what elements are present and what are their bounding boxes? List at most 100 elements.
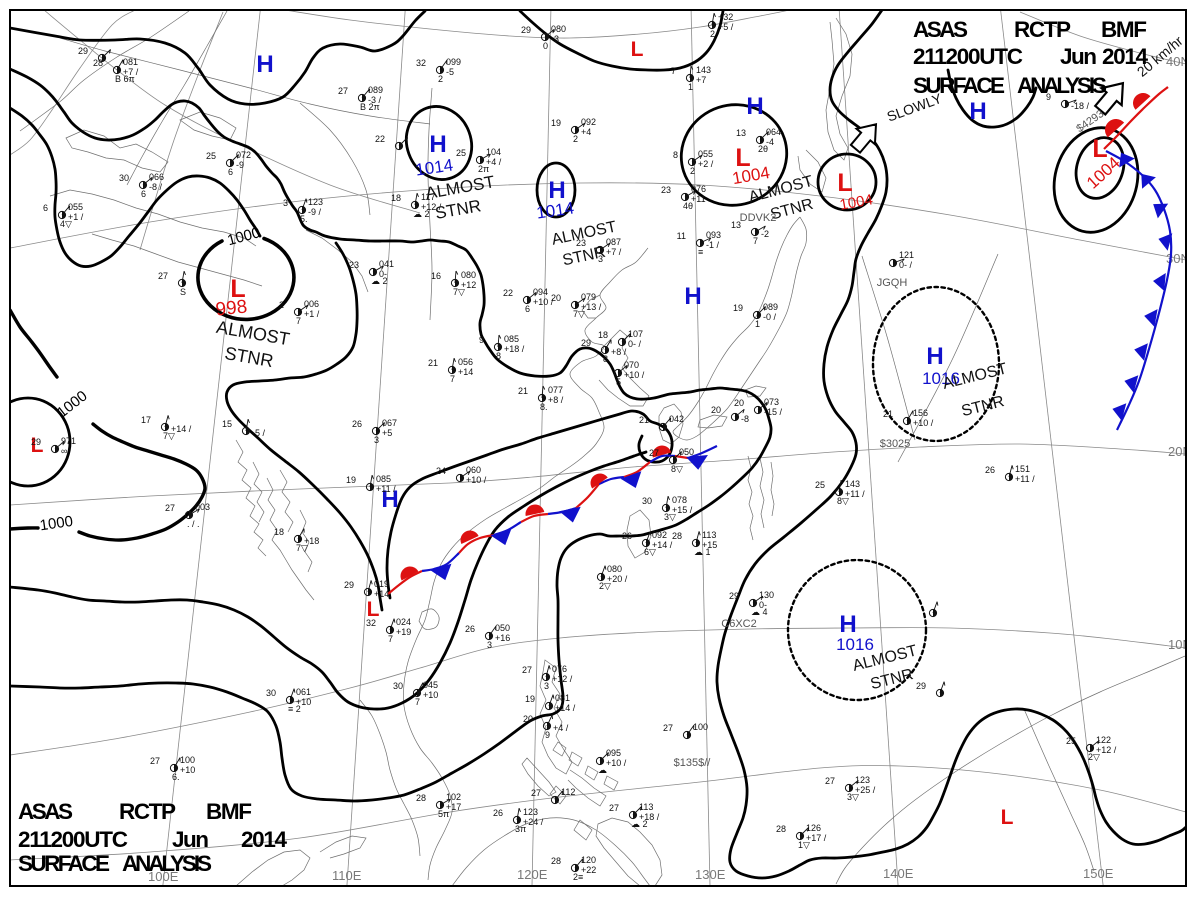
svg-text:089: 089 (763, 302, 778, 312)
svg-text:27: 27 (825, 776, 835, 786)
svg-text:H: H (684, 283, 701, 310)
svg-text:3▽: 3▽ (847, 792, 859, 802)
svg-text:30: 30 (266, 688, 276, 698)
svg-text:073: 073 (764, 397, 779, 407)
svg-text:3: 3 (283, 198, 288, 208)
svg-text:DDVK2: DDVK2 (740, 212, 777, 224)
svg-text:143: 143 (845, 479, 860, 489)
svg-text:2014: 2014 (1102, 44, 1148, 69)
svg-text:19: 19 (346, 475, 356, 485)
svg-text:13: 13 (731, 220, 741, 230)
svg-text:064: 064 (766, 127, 781, 137)
svg-text:19: 19 (525, 694, 535, 704)
svg-text:019: 019 (374, 579, 389, 589)
svg-text:26: 26 (493, 808, 503, 818)
svg-text:050: 050 (495, 623, 510, 633)
svg-text:H: H (256, 51, 273, 78)
svg-text:211200UTC: 211200UTC (18, 827, 128, 852)
svg-text:3: 3 (598, 254, 603, 264)
svg-text:26: 26 (352, 419, 362, 429)
svg-text:3π: 3π (515, 824, 526, 834)
svg-text:100: 100 (693, 722, 708, 732)
svg-text:7: 7 (296, 316, 301, 326)
svg-text:1: 1 (688, 82, 693, 92)
svg-text:080: 080 (551, 24, 566, 34)
svg-text:ANALYSIS: ANALYSIS (122, 851, 212, 876)
svg-text:RCTP: RCTP (119, 799, 176, 824)
svg-text:089: 089 (368, 85, 383, 95)
svg-text:7: 7 (671, 66, 676, 76)
svg-text:072: 072 (236, 150, 251, 160)
svg-text:+11 /: +11 / (376, 484, 396, 494)
svg-text:+12 /: +12 / (552, 674, 573, 684)
svg-text:6: 6 (525, 304, 530, 314)
svg-text:21: 21 (518, 386, 528, 396)
svg-text:123: 123 (523, 807, 538, 817)
svg-text:18: 18 (598, 330, 608, 340)
svg-text:156: 156 (913, 408, 928, 418)
svg-text:060: 060 (466, 465, 481, 475)
svg-text:9: 9 (479, 335, 484, 345)
svg-text:7: 7 (388, 634, 393, 644)
svg-text:120: 120 (581, 855, 596, 865)
svg-text:8: 8 (496, 351, 501, 361)
svg-text:+8 /: +8 / (548, 395, 564, 405)
svg-text:6: 6 (228, 167, 233, 177)
svg-text:+10 /: +10 / (606, 758, 627, 768)
svg-text:25: 25 (815, 480, 825, 490)
svg-text:107: 107 (628, 329, 643, 339)
svg-text:RCTP: RCTP (1014, 17, 1071, 42)
svg-text:151: 151 (1015, 464, 1030, 474)
svg-text:+10: +10 (180, 765, 195, 775)
svg-text:. / .: . / . (187, 519, 200, 529)
svg-text:27: 27 (522, 665, 532, 675)
svg-text:C6XC2: C6XC2 (721, 618, 756, 630)
svg-text:+22: +22 (581, 865, 596, 875)
svg-text:104: 104 (486, 147, 501, 157)
svg-text:26: 26 (465, 624, 475, 634)
svg-text:6▽: 6▽ (644, 547, 656, 557)
svg-text:2▽: 2▽ (1088, 752, 1100, 762)
svg-text:3▽: 3▽ (664, 512, 676, 522)
svg-text:17: 17 (141, 415, 151, 425)
svg-text:087: 087 (606, 237, 621, 247)
svg-text:095: 095 (606, 748, 621, 758)
svg-text:22: 22 (503, 288, 513, 298)
svg-text:+10: +10 (423, 690, 438, 700)
svg-text:130: 130 (759, 590, 774, 600)
svg-text:100: 100 (180, 755, 195, 765)
svg-text:085: 085 (376, 474, 391, 484)
svg-text:006: 006 (304, 299, 319, 309)
svg-text:+5: +5 (382, 428, 392, 438)
svg-text:211200UTC: 211200UTC (913, 44, 1023, 69)
svg-text:-5: -5 (446, 67, 454, 77)
svg-text:102: 102 (446, 792, 461, 802)
svg-text:-8 /: -8 / (149, 182, 163, 192)
svg-text:29: 29 (729, 591, 739, 601)
svg-text:113: 113 (702, 530, 716, 540)
svg-text:15: 15 (222, 419, 232, 429)
svg-text:∞: ∞ (61, 446, 67, 456)
svg-text:1: 1 (755, 319, 760, 329)
svg-text:22: 22 (375, 134, 385, 144)
svg-text:3: 3 (374, 435, 379, 445)
svg-text:076: 076 (552, 664, 567, 674)
svg-text:7: 7 (415, 697, 420, 707)
svg-text:-3: -3 (551, 34, 559, 44)
svg-text:Jun: Jun (172, 827, 209, 852)
svg-text:S: S (180, 287, 186, 297)
svg-text:27: 27 (609, 803, 619, 813)
svg-text:9: 9 (545, 730, 550, 740)
svg-text:☁ 2: ☁ 2 (371, 276, 388, 286)
svg-text:4θ: 4θ (683, 201, 693, 211)
svg-text:+1 /: +1 / (304, 309, 320, 319)
svg-text:150E: 150E (1083, 866, 1114, 881)
svg-text:+7 /: +7 / (606, 247, 622, 257)
svg-text:11: 11 (677, 231, 686, 241)
svg-text:26: 26 (985, 465, 995, 475)
svg-text:☁ 4: ☁ 4 (751, 607, 768, 617)
svg-text:+10 /: +10 / (913, 418, 934, 428)
svg-text:092: 092 (652, 530, 667, 540)
svg-text:8▽: 8▽ (671, 464, 683, 474)
svg-text:27: 27 (338, 86, 348, 96)
